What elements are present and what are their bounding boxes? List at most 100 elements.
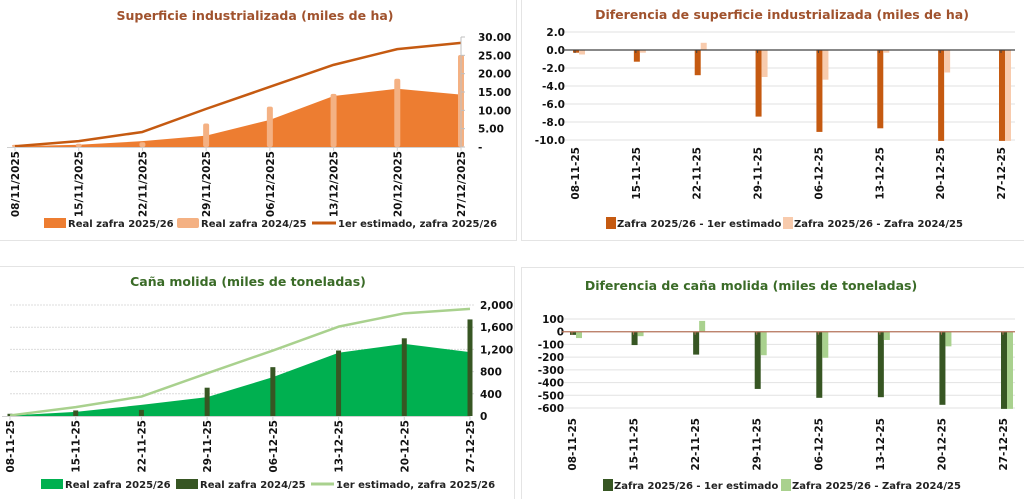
bar-vs-estimado [633,50,640,62]
x-tick-label: 29-11-25 [202,420,214,473]
bar-vs-zafra-anterior [579,50,585,55]
y-tick-label: 2.0 [546,27,565,39]
bar-vs-estimado [755,50,762,117]
x-tick-label: 20/12/2025 [392,151,404,217]
x-tick-label: 27-12-25 [998,418,1010,471]
x-tick-label: 13-12-25 [334,420,346,473]
chart-title: Diferencia de superficie industrializada… [595,7,969,22]
y-tick-label: 1,600 [480,322,513,334]
x-tick-label: 20-12-25 [399,420,411,473]
y-tick-label: 0 [557,327,564,339]
area-real-zafra-2025-26 [10,343,470,416]
y-tick-label: 2,000 [480,300,513,312]
legend-swatch [176,479,198,489]
legend-swatch-line [312,221,336,225]
bar-vs-estimado [877,50,884,129]
legend-swatch [44,218,66,228]
y-tick-label: 20.00 [478,69,511,81]
legend-label: Zafra 2025/26 - Zafra 2024/25 [792,481,961,492]
x-tick-label: 13-12-25 [874,147,886,200]
x-tick-label: 22/11/2025 [137,151,149,217]
bar-vs-estimado [816,331,823,398]
x-tick-label: 13/12/2025 [329,151,341,217]
bar-real-zafra-2024-25 [401,338,407,416]
y-tick-label: 25.00 [478,50,511,62]
line-1er-estimado [9,307,471,417]
x-tick-label: 08-11-25 [570,147,582,200]
bar-vs-zafra-anterior [761,50,768,77]
bar-vs-estimado [570,331,576,335]
chart-cana-panel: Caña molida (miles de toneladas) 0 400 800 1… [0,266,515,499]
y-tick-label: -8.0 [542,117,565,129]
bar-vs-zafra-anterior [760,331,767,356]
y-tick-label: 100 [542,314,564,326]
bar-real-zafra-2024-25 [204,387,210,416]
chart-title: Diferencia de caña molida (miles de tone… [585,278,917,293]
y-tick-label: -500 [538,390,564,402]
legend-label: Zafra 2025/26 - 1er estimado [614,481,778,492]
x-tick-label: 06-12-25 [813,418,825,471]
bar-vs-zafra-anterior [576,331,582,339]
y-tick-label: -6.0 [542,99,565,111]
y-tick-label: -200 [538,352,564,364]
bar-real-zafra-2024-25 [139,142,146,147]
x-tick-label: 22-11-25 [692,147,704,200]
x-tick-label: 15-11-25 [629,418,641,471]
y-tick-label: - [478,142,482,154]
legend-label: Real zafra 2025/26 [68,219,174,230]
bar-vs-estimado [939,331,946,405]
legend-swatch-line [311,482,334,486]
bar-vs-estimado [631,331,638,346]
bar-vs-zafra-anterior [883,331,890,340]
y-tick-label: 5.00 [478,124,504,136]
legend-label: Real zafra 2024/25 [200,480,306,491]
bar-real-zafra-2024-25 [394,78,401,147]
x-tick-label: 20-12-25 [935,147,947,200]
bar-vs-zafra-anterior [883,50,890,53]
y-tick-label: 0 [480,411,487,423]
chart-diferencia-superficie-panel: Diferencia de superficie industrializada… [521,0,1024,241]
bar-real-zafra-2024-25 [266,106,273,147]
chart-cana-molida: Caña molida (miles de toneladas) 0 400 800 1… [2,274,513,491]
x-tick-label: 15/11/2025 [74,151,86,217]
bar-vs-zafra-anterior [1005,50,1011,141]
y-tick-label: 15.00 [478,87,511,99]
bar-vs-estimado [694,50,701,76]
bar-vs-zafra-anterior [1007,331,1013,409]
y-tick-label: -300 [538,365,564,377]
bar-vs-zafra-anterior [700,42,707,50]
bar-vs-estimado [877,331,884,398]
bar-vs-estimado [693,331,700,355]
bar-real-zafra-2024-25 [203,123,210,147]
x-tick-label: 29-11-25 [752,418,764,471]
bar-real-zafra-2024-25 [270,367,276,416]
bar-real-zafra-2024-25 [138,409,144,416]
x-tick-label: 13-12-25 [875,418,887,471]
bar-vs-zafra-anterior [822,50,829,80]
chart-superficie: Superficie industrializada (miles de ha)… [7,8,511,230]
y-tick-label: -2.0 [542,63,565,75]
y-tick-label: -400 [538,378,564,390]
legend-label: 1er estimado, zafra 2025/26 [338,219,497,230]
x-tick-label: 29-11-25 [753,147,765,200]
chart-diferencia-superficie: Diferencia de superficie industrializada… [535,7,1015,230]
y-tick-label: -10.0 [535,135,565,147]
x-tick-label: 27-12-25 [465,420,477,473]
bar-vs-zafra-anterior [944,50,951,73]
x-tick-label: 08-11-25 [5,420,17,473]
x-tick-label: 27/12/2025 [456,151,468,217]
bar-real-zafra-2024-25 [336,350,342,416]
bar-vs-estimado [573,50,579,53]
x-tick-label: 15-11-25 [71,420,83,473]
legend-label: Zafra 2025/26 - Zafra 2024/25 [794,219,963,230]
bar-real-zafra-2024-25 [75,143,82,147]
bar-vs-zafra-anterior [945,331,952,347]
y-tick-label: -100 [538,339,564,351]
bar-real-zafra-2024-25 [330,93,337,147]
chart-title: Superficie industrializada (miles de ha) [116,8,393,23]
y-tick-label: 800 [480,367,502,379]
y-tick-label: 1,200 [480,344,513,356]
x-tick-label: 27-12-25 [996,147,1008,200]
bar-vs-zafra-anterior [699,320,706,332]
legend-swatch [603,479,613,491]
